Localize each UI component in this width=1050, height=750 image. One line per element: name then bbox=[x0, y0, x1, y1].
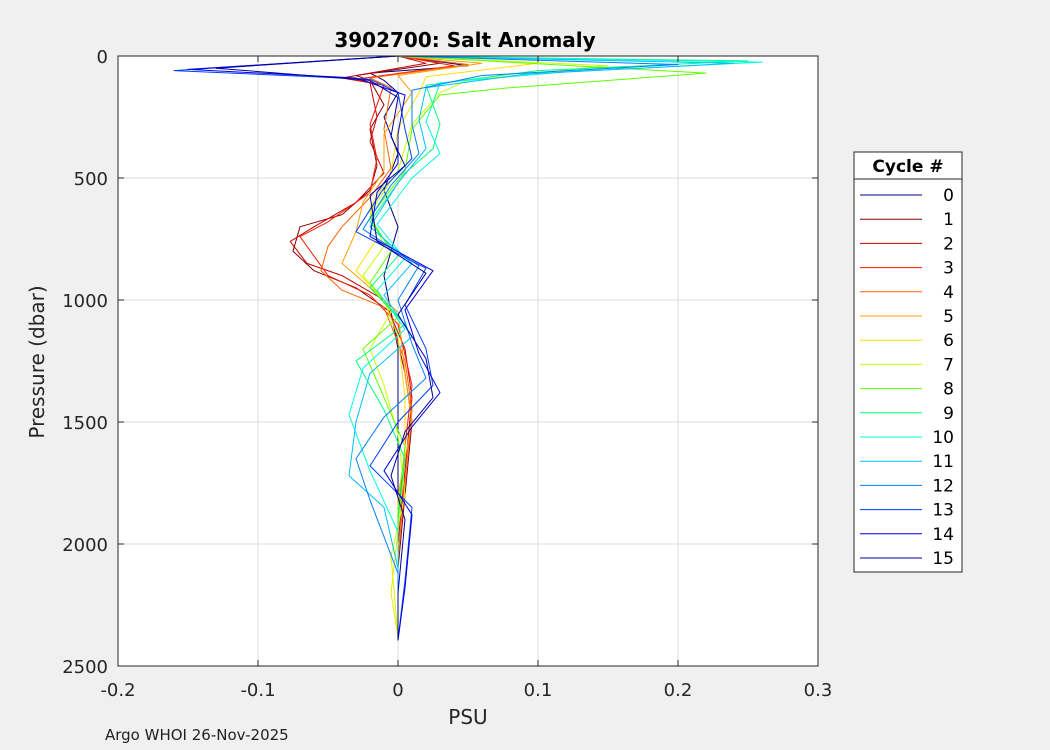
legend-label-6: 6 bbox=[943, 331, 954, 351]
x-tick-label: 0.2 bbox=[664, 680, 693, 701]
legend-label-12: 12 bbox=[932, 476, 954, 496]
series-line-cycle-14 bbox=[187, 55, 441, 641]
series-line-cycle-11 bbox=[348, 55, 735, 638]
legend-label-9: 9 bbox=[943, 404, 954, 424]
legend-label-14: 14 bbox=[932, 525, 954, 545]
series-group bbox=[173, 55, 763, 641]
legend-title: Cycle # bbox=[872, 157, 943, 177]
y-tick-label: 1000 bbox=[62, 291, 108, 312]
y-axis-label: Pressure (dbar) bbox=[25, 285, 49, 438]
legend-box bbox=[853, 151, 963, 573]
legend-label-1: 1 bbox=[943, 210, 954, 230]
series-line-cycle-12 bbox=[355, 55, 679, 640]
series-line-cycle-8 bbox=[362, 55, 707, 637]
legend-label-7: 7 bbox=[943, 355, 954, 375]
y-axis-ticks: 0 500 1000 1500 2000 2500 bbox=[62, 47, 818, 678]
plot-frame bbox=[117, 55, 819, 667]
series-line-cycle-7 bbox=[362, 55, 609, 637]
footer-credit: Argo WHOI 26-Nov-2025 bbox=[105, 726, 289, 744]
y-tick-label: 0 bbox=[97, 47, 108, 68]
y-tick-label: 1500 bbox=[62, 413, 108, 434]
plot-area bbox=[118, 56, 818, 666]
y-tick-label: 2500 bbox=[62, 657, 108, 678]
legend-label-11: 11 bbox=[932, 452, 954, 472]
legend-label-13: 13 bbox=[932, 501, 954, 521]
legend-label-3: 3 bbox=[943, 259, 954, 279]
series-line-cycle-6 bbox=[355, 55, 539, 637]
legend-label-8: 8 bbox=[943, 380, 954, 400]
x-tick-label: -0.2 bbox=[100, 680, 135, 701]
x-tick-label: -0.1 bbox=[240, 680, 275, 701]
legend-label-4: 4 bbox=[943, 283, 954, 303]
x-tick-label: 0.3 bbox=[804, 680, 833, 701]
x-axis-label: PSU bbox=[448, 705, 487, 729]
chart-title: 3902700: Salt Anomaly bbox=[334, 28, 595, 52]
legend-label-0: 0 bbox=[943, 186, 954, 206]
legend-label-10: 10 bbox=[932, 428, 954, 448]
legend-label-2: 2 bbox=[943, 234, 954, 254]
legend-label-5: 5 bbox=[943, 307, 954, 327]
y-tick-label: 2000 bbox=[62, 535, 108, 556]
y-tick-label: 500 bbox=[74, 169, 108, 190]
series-line-cycle-2 bbox=[289, 55, 427, 635]
x-tick-label: 0.1 bbox=[524, 680, 553, 701]
series-line-cycle-13 bbox=[173, 55, 434, 640]
x-tick-label: 0 bbox=[392, 680, 403, 701]
series-line-cycle-15 bbox=[215, 55, 434, 641]
x-axis-ticks: -0.2 -0.1 0 0.1 0.2 0.3 bbox=[100, 56, 832, 701]
legend-label-15: 15 bbox=[932, 549, 954, 569]
